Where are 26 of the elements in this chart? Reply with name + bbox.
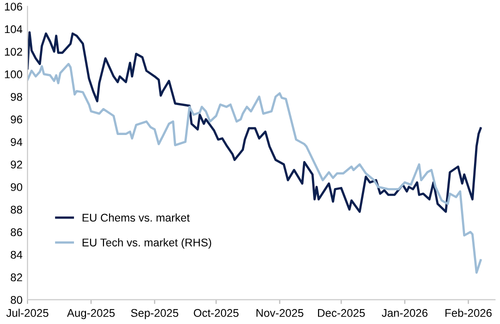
- y-tick-label: 98: [10, 92, 22, 101]
- y-tick-label: 96: [10, 116, 22, 124]
- y-tick-label: 90: [10, 183, 22, 192]
- y-tick-label: 92: [10, 160, 22, 169]
- legend-label: EU Tech vs. market (RHS): [82, 238, 212, 249]
- x-tick-label: Sep-2025: [131, 309, 178, 320]
- x-tick-label: Jul-2025: [6, 308, 48, 317]
- y-tick-label: 86: [10, 228, 22, 236]
- line-series: [28, 62, 482, 274]
- y-tick-label: 88: [10, 206, 22, 214]
- x-tick-label: Nov-2025: [256, 309, 304, 317]
- x-tick-label: Dec-2025: [318, 309, 365, 317]
- y-tick-label: 94: [10, 138, 22, 146]
- y-tick-label: 100: [4, 70, 22, 78]
- legend-label: EU Chems vs. market: [82, 213, 190, 222]
- x-tick-label: Jan-2026: [382, 309, 428, 317]
- y-tick-label: 106: [4, 2, 22, 11]
- x-tick-label: Oct-2025: [194, 309, 239, 317]
- y-tick-label: 104: [4, 25, 22, 34]
- y-tick-label: 80: [10, 296, 22, 304]
- line-series: [28, 31, 482, 213]
- x-tick-label: Aug-2025: [66, 309, 115, 320]
- y-tick-label: 102: [4, 48, 22, 56]
- x-tick-label: Feb-2026: [445, 308, 492, 317]
- y-tick-label: 82: [10, 273, 22, 282]
- y-tick-label: 84: [10, 250, 22, 259]
